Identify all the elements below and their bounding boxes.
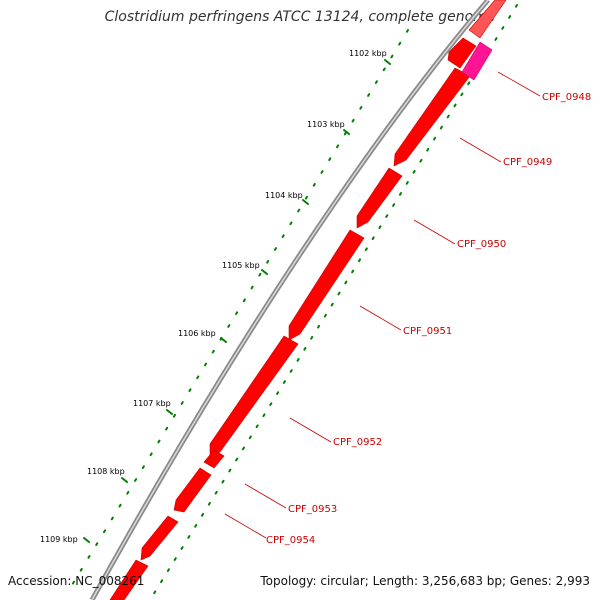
tick-label: 1105 kbp xyxy=(222,261,260,270)
gene-arrow-cpf-0953-a[interactable] xyxy=(203,449,225,469)
tick-label: 1107 kbp xyxy=(133,399,171,408)
gene-arrow-cpf-0948-highlight[interactable] xyxy=(461,41,493,81)
gene-arrow-cpf-0954[interactable] xyxy=(140,515,179,561)
tick-label: 1103 kbp xyxy=(307,120,345,129)
genome-summary: Topology: circular; Length: 3,256,683 bp… xyxy=(260,574,590,588)
gene-arrow-cpf-0949[interactable] xyxy=(393,67,471,167)
gene-arrow-cpf-0950[interactable] xyxy=(356,167,403,229)
gene-arrow-top-a[interactable] xyxy=(468,0,507,39)
accession-text: Accession: NC_008261 xyxy=(8,574,145,588)
scale-labels: 1102 kbp 1103 kbp 1104 kbp 1105 kbp 1106… xyxy=(40,49,387,544)
tick-label: 1109 kbp xyxy=(40,535,78,544)
genome-backbone xyxy=(89,0,490,600)
gene-label-cpf-0949[interactable]: CPF_0949 xyxy=(503,157,552,168)
gene-arrow-cpf-0952[interactable] xyxy=(209,335,299,457)
tick-label: 1108 kbp xyxy=(87,467,125,476)
scale-ticks xyxy=(83,59,391,543)
gene-label-cpf-0948[interactable]: CPF_0948 xyxy=(542,92,591,103)
gene-leaders xyxy=(224,71,541,539)
gene-labels: CPF_0948 CPF_0949 CPF_0950 CPF_0951 CPF_… xyxy=(266,92,591,546)
tick-label: 1106 kbp xyxy=(178,329,216,338)
gene-track xyxy=(109,0,507,600)
tick-label: 1104 kbp xyxy=(265,191,303,200)
gc-track-outer xyxy=(68,4,518,600)
gene-label-cpf-0950[interactable]: CPF_0950 xyxy=(457,239,506,250)
gene-label-cpf-0952[interactable]: CPF_0952 xyxy=(333,437,382,448)
gene-arrow-cpf-0948-a[interactable] xyxy=(447,37,477,69)
gene-label-cpf-0953[interactable]: CPF_0953 xyxy=(288,504,337,515)
gene-arrow-cpf-0953-b[interactable] xyxy=(173,467,212,513)
gene-label-cpf-0951[interactable]: CPF_0951 xyxy=(403,326,452,337)
gene-arrow-cpf-0951[interactable] xyxy=(288,229,365,341)
tick-label: 1102 kbp xyxy=(349,49,387,58)
map-title: Clostridium perfringens ATCC 13124, comp… xyxy=(104,9,496,25)
gene-label-cpf-0954[interactable]: CPF_0954 xyxy=(266,535,315,546)
gene-arrow-bottom[interactable] xyxy=(109,559,149,600)
